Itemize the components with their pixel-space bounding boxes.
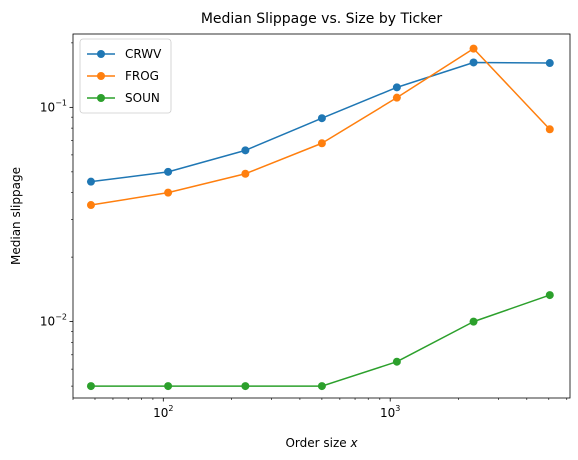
legend-label-soun: SOUN [125,91,160,105]
data-point-crwv [86,177,95,186]
x-tick-label: 103 [380,404,400,420]
data-point-crwv [545,59,554,68]
data-point-soun [241,382,250,391]
legend-marker-crwv [97,50,105,58]
legend: CRWV FROG SOUN [79,38,172,114]
data-point-crwv [164,167,173,176]
data-point-frog [317,139,326,148]
legend-label-crwv: CRWV [125,47,162,61]
legend-marker-frog [97,72,105,80]
data-point-soun [86,382,95,391]
data-point-frog [392,93,401,102]
y-axis-label: Median slippage [9,167,23,265]
y-tick-label: 10−2 [40,313,67,329]
data-point-crwv [317,114,326,123]
data-point-soun [545,291,554,300]
legend-marker-soun [97,94,105,102]
legend-label-frog: FROG [125,69,159,83]
axes-frame [72,33,571,399]
data-point-soun [164,382,173,391]
chart-title: Median Slippage vs. Size by Ticker [201,11,443,27]
data-point-frog [469,44,478,53]
x-axis-label: Order size x [285,436,358,450]
y-tick-label: 10−1 [40,98,67,114]
data-point-frog [241,169,250,178]
data-point-soun [469,317,478,326]
plot-area: 102 103 10−2 10−1 CRWV FROG SOUN [40,33,571,420]
data-point-crwv [392,83,401,92]
data-point-soun [317,382,326,391]
data-point-frog [545,125,554,134]
data-point-frog [86,201,95,210]
data-point-crwv [469,58,478,67]
data-point-crwv [241,146,250,155]
x-tick-label: 102 [153,404,173,420]
data-point-frog [164,188,173,197]
data-point-soun [392,357,401,366]
